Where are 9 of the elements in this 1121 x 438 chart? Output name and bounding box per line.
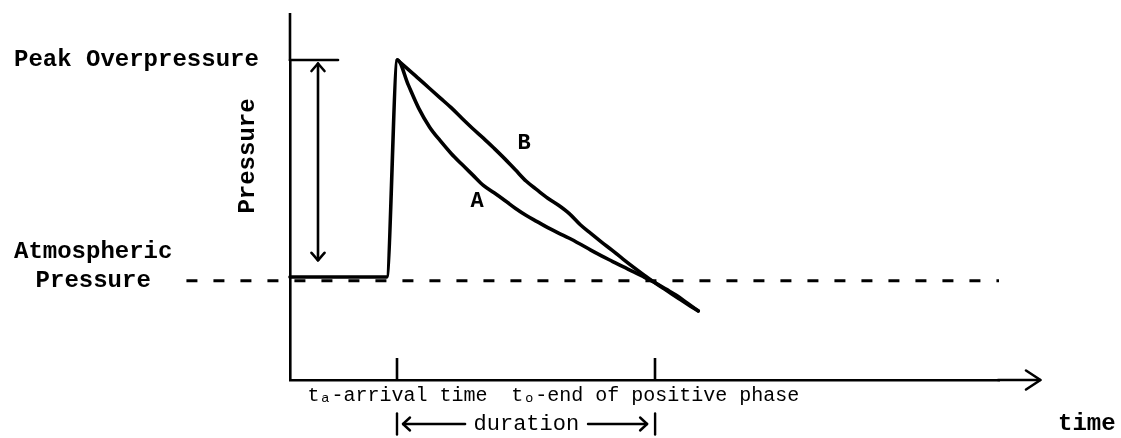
series-label: B [517,130,531,156]
x-axis-title: time [1058,410,1116,438]
x-tick-label: tₐ-arrival time [307,384,488,408]
y-axis-title: Pressure [234,98,262,214]
series-label: A [470,189,485,215]
x-tick-label: tₒ-end of positive phase [511,384,800,408]
text: Peak Overpressure [14,46,259,74]
ref-line-label: Atmospheric Pressure [14,237,173,294]
text: duration [473,411,580,437]
